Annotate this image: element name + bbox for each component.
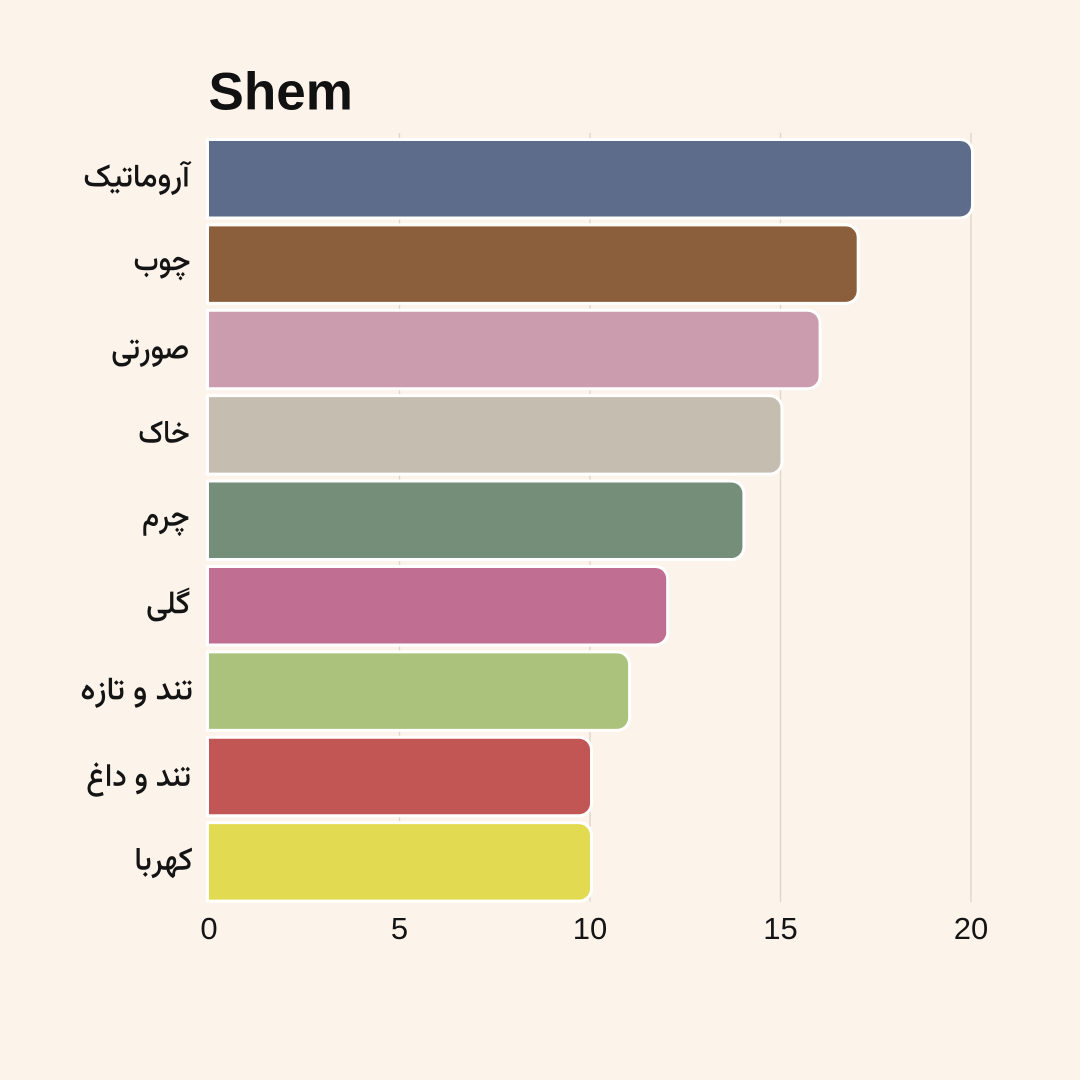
svg-text:5: 5	[391, 911, 408, 946]
svg-text:0: 0	[200, 911, 217, 946]
svg-text:10: 10	[573, 911, 607, 946]
svg-text:Shem: Shem	[209, 63, 353, 122]
svg-text:15: 15	[763, 911, 797, 946]
svg-text:20: 20	[954, 911, 988, 946]
